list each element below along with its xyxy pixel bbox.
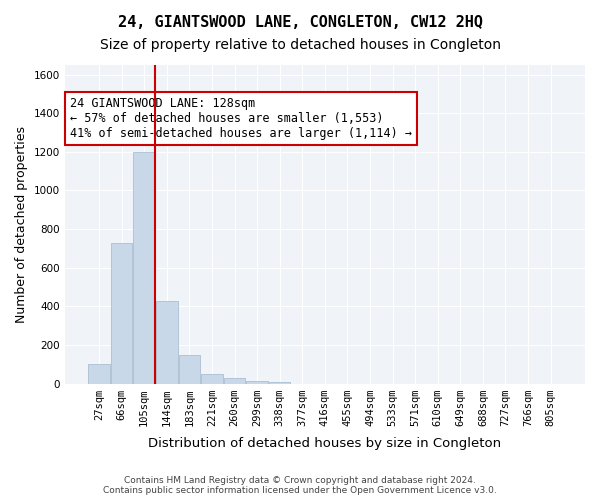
Bar <box>201 374 223 384</box>
Y-axis label: Number of detached properties: Number of detached properties <box>15 126 28 323</box>
Bar <box>224 378 245 384</box>
Text: Contains HM Land Registry data © Crown copyright and database right 2024.
Contai: Contains HM Land Registry data © Crown c… <box>103 476 497 495</box>
Text: 24 GIANTSWOOD LANE: 128sqm
← 57% of detached houses are smaller (1,553)
41% of s: 24 GIANTSWOOD LANE: 128sqm ← 57% of deta… <box>70 97 412 140</box>
Bar <box>111 242 133 384</box>
Bar <box>247 380 268 384</box>
Bar <box>133 152 155 384</box>
Bar <box>179 354 200 384</box>
Bar <box>88 364 110 384</box>
Bar <box>269 382 290 384</box>
Text: 24, GIANTSWOOD LANE, CONGLETON, CW12 2HQ: 24, GIANTSWOOD LANE, CONGLETON, CW12 2HQ <box>118 15 482 30</box>
X-axis label: Distribution of detached houses by size in Congleton: Distribution of detached houses by size … <box>148 437 502 450</box>
Bar <box>156 300 178 384</box>
Text: Size of property relative to detached houses in Congleton: Size of property relative to detached ho… <box>100 38 500 52</box>
